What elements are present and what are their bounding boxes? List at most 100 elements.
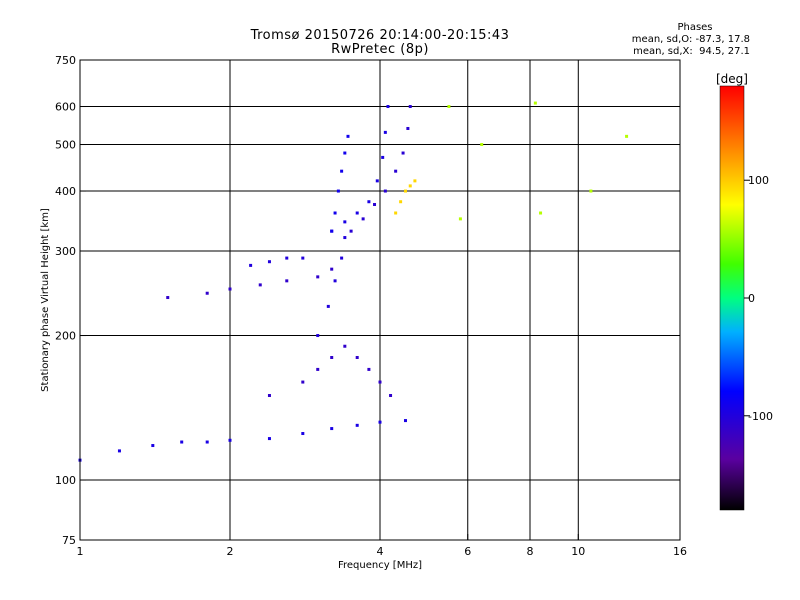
echo-point xyxy=(330,267,334,271)
echo-points xyxy=(78,101,629,462)
echo-point xyxy=(340,169,344,173)
axis-ticks: 1 2 4 6 8 10 16 75 100 200 300 400 500 600 750 xyxy=(55,54,687,558)
phase-stats-heading: Phases xyxy=(677,22,713,33)
echo-point xyxy=(373,202,377,206)
echo-point xyxy=(399,200,403,204)
y-tick-label: 200 xyxy=(55,330,76,343)
echo-point xyxy=(249,263,253,267)
echo-point xyxy=(625,134,629,138)
x-tick-label: 16 xyxy=(673,545,687,558)
echo-point xyxy=(406,126,410,130)
echo-point xyxy=(316,275,320,279)
echo-point xyxy=(413,179,417,183)
x-tick-label: 10 xyxy=(571,545,585,558)
echo-point xyxy=(336,189,340,193)
echo-point xyxy=(383,189,387,193)
echo-point xyxy=(383,130,387,134)
y-tick-label: 600 xyxy=(55,101,76,114)
echo-point xyxy=(228,287,232,291)
echo-point xyxy=(389,394,393,398)
echo-point xyxy=(326,304,330,308)
echo-point xyxy=(117,449,121,453)
echo-point xyxy=(378,380,382,384)
echo-point xyxy=(330,229,334,233)
echo-point xyxy=(267,437,271,441)
x-axis-label: Frequency [MHz] xyxy=(338,560,422,571)
echo-point xyxy=(355,423,359,427)
x-tick-label: 6 xyxy=(464,545,471,558)
colorbar-tick-label: 100 xyxy=(748,174,769,187)
echo-point xyxy=(403,419,407,423)
echo-point xyxy=(228,438,232,442)
y-tick-label: 100 xyxy=(55,474,76,487)
echo-point xyxy=(343,344,347,348)
echo-point xyxy=(267,394,271,398)
echo-point xyxy=(401,151,405,155)
echo-point xyxy=(301,380,305,384)
echo-point xyxy=(355,211,359,215)
echo-point xyxy=(340,256,344,260)
echo-point xyxy=(447,105,451,109)
echo-point xyxy=(378,420,382,424)
echo-point xyxy=(367,367,371,371)
echo-point xyxy=(330,427,334,431)
x-tick-label: 4 xyxy=(377,545,384,558)
echo-point xyxy=(458,217,462,221)
grid-lines xyxy=(80,60,680,540)
echo-point xyxy=(343,151,347,155)
echo-point xyxy=(386,105,390,109)
phase-stats-o: mean, sd,O: -87.3, 17.8 xyxy=(631,34,750,45)
echo-point xyxy=(394,169,398,173)
phase-stats: Phases mean, sd,O: -87.3, 17.8 mean, sd,… xyxy=(600,22,750,58)
echo-point xyxy=(403,189,407,193)
echo-point xyxy=(205,291,209,295)
colorbar-ticks: 100 0 -100 xyxy=(744,174,773,423)
echo-point xyxy=(333,211,337,215)
echo-point xyxy=(343,236,347,240)
colorbar-tick-label: 0 xyxy=(748,292,755,305)
y-tick-label: 500 xyxy=(55,139,76,152)
echo-point xyxy=(346,134,350,138)
y-tick-label: 750 xyxy=(55,54,76,67)
echo-point xyxy=(589,189,593,193)
echo-point xyxy=(301,432,305,436)
echo-point xyxy=(285,279,289,283)
y-tick-label: 300 xyxy=(55,245,76,258)
echo-point xyxy=(533,101,537,105)
echo-point xyxy=(539,211,543,215)
colorbar-unit: [deg] xyxy=(716,72,748,86)
echo-point xyxy=(285,256,289,260)
echo-point xyxy=(316,367,320,371)
echo-point xyxy=(355,355,359,359)
echo-point xyxy=(151,444,155,448)
x-tick-label: 1 xyxy=(77,545,84,558)
echo-point xyxy=(205,440,209,444)
colorbar-tick-label: -100 xyxy=(748,410,773,423)
chart-title: Tromsø 20150726 20:14:00-20:15:43 xyxy=(250,28,510,43)
echo-point xyxy=(381,155,385,159)
echo-point xyxy=(375,179,379,183)
chart-subtitle: RwPretec (8p) xyxy=(331,42,429,57)
echo-point xyxy=(316,334,320,338)
echo-point xyxy=(180,440,184,444)
echo-point xyxy=(367,200,371,204)
echo-point xyxy=(267,260,271,264)
echo-point xyxy=(408,105,412,109)
echo-point xyxy=(333,279,337,283)
echo-point xyxy=(408,184,412,188)
echo-point xyxy=(480,143,484,147)
echo-point xyxy=(330,355,334,359)
y-tick-label: 75 xyxy=(62,534,76,547)
colorbar xyxy=(719,85,745,511)
x-tick-label: 8 xyxy=(527,545,534,558)
phase-stats-x: mean, sd,X: 94.5, 27.1 xyxy=(633,46,750,57)
echo-point xyxy=(301,256,305,260)
y-axis-label: Stationary phase Virtual Height [km] xyxy=(40,208,51,392)
y-tick-label: 400 xyxy=(55,185,76,198)
echo-point xyxy=(361,217,365,221)
echo-point xyxy=(258,283,262,287)
echo-point xyxy=(394,211,398,215)
echo-point xyxy=(343,220,347,224)
echo-point xyxy=(166,296,170,300)
x-tick-label: 2 xyxy=(227,545,234,558)
